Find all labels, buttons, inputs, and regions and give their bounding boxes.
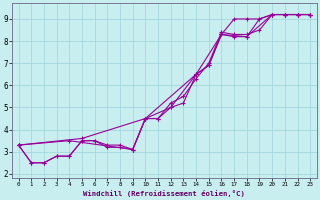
X-axis label: Windchill (Refroidissement éolien,°C): Windchill (Refroidissement éolien,°C) [84,190,245,197]
